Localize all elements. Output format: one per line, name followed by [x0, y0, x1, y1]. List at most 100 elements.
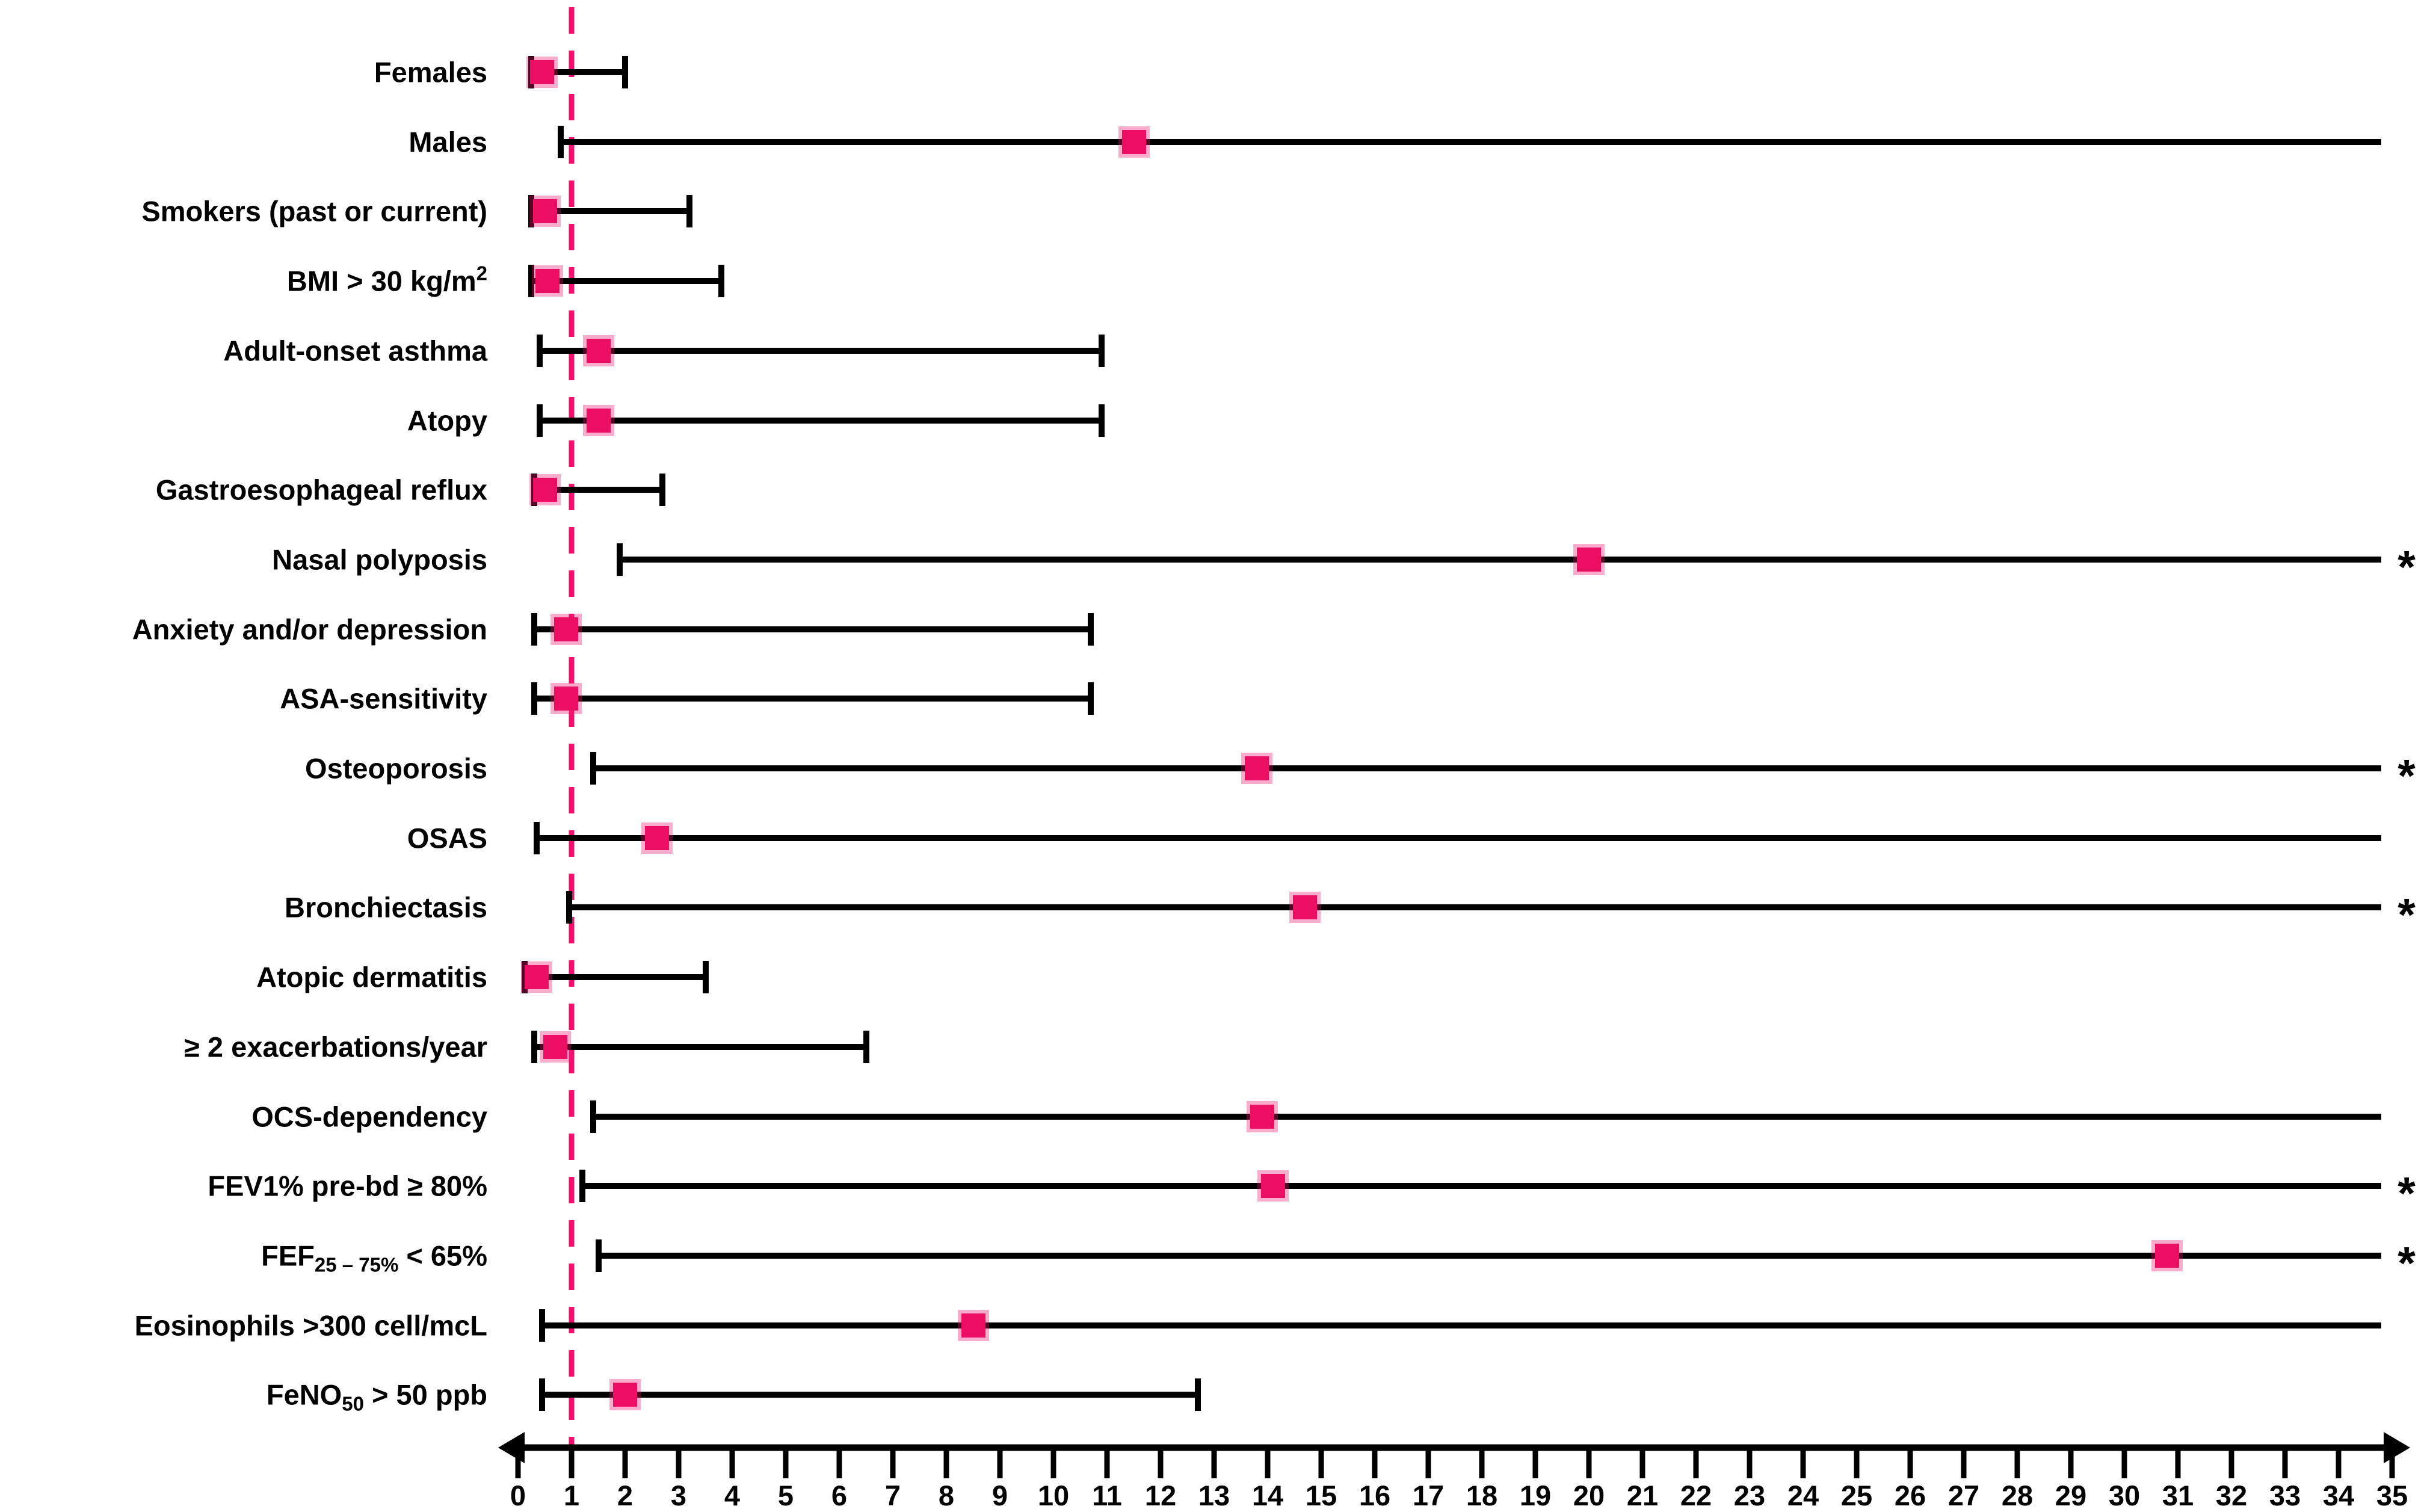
- x-axis-tick: [1747, 1451, 1753, 1478]
- x-axis-tick-label: 1: [563, 1480, 580, 1511]
- x-axis-tick: [2336, 1451, 2342, 1478]
- x-axis-tick-label: 13: [1198, 1480, 1230, 1511]
- x-axis-tick: [515, 1451, 521, 1478]
- x-axis-tick: [1907, 1451, 1913, 1478]
- row-label-segment: > 50 ppb: [363, 1378, 487, 1411]
- x-axis-tick-label: 16: [1358, 1480, 1391, 1511]
- row-label: Anxiety and/or depression: [132, 613, 487, 646]
- x-axis-tick-label: 17: [1412, 1480, 1445, 1511]
- estimate-marker: [530, 60, 555, 84]
- ci-line: [539, 347, 1102, 354]
- row-label: Osteoporosis: [305, 752, 487, 785]
- row-label-segment: Anxiety and/or depression: [132, 613, 487, 646]
- row-label: Atopy: [407, 404, 487, 437]
- estimate-marker: [1250, 1104, 1275, 1129]
- x-axis-tick-label: 21: [1626, 1480, 1659, 1511]
- row-label: Nasal polyposis: [272, 543, 487, 576]
- row-label-segment: Smokers (past or current): [141, 195, 487, 227]
- ci-cap-upper: [863, 1030, 869, 1063]
- row-label: ≥ 2 exacerbations/year: [184, 1030, 487, 1063]
- ci-line: [524, 974, 706, 981]
- row-label: Gastroesophageal reflux: [156, 474, 487, 507]
- ci-cap-lower: [536, 334, 543, 367]
- ci-line: [593, 1113, 2381, 1120]
- estimate-marker: [645, 825, 670, 850]
- row-label-segment: Gastroesophageal reflux: [155, 474, 487, 506]
- ci-line: [531, 69, 625, 75]
- ci-cap-lower: [539, 1309, 546, 1342]
- x-axis-tick-label: 11: [1092, 1480, 1122, 1511]
- row-label-segment: OCS-dependency: [251, 1100, 487, 1132]
- ci-cap-upper: [1088, 682, 1094, 715]
- row-label-segment: FEV1% pre-bd ≥ 80%: [208, 1170, 487, 1202]
- ci-cap-lower: [590, 752, 596, 785]
- ci-cap-lower: [539, 1378, 546, 1412]
- ci-line: [598, 1252, 2381, 1259]
- ci-cap-lower: [531, 613, 537, 646]
- x-axis-tick: [1050, 1451, 1056, 1478]
- x-axis-tick: [943, 1451, 949, 1478]
- row-label: FEV1% pre-bd ≥ 80%: [208, 1170, 487, 1203]
- ci-line: [539, 417, 1102, 424]
- x-axis-tick-label: 25: [1840, 1480, 1873, 1511]
- x-axis-tick: [1800, 1451, 1806, 1478]
- row-label: Adult-onset asthma: [223, 334, 487, 367]
- ci-cap-upper: [718, 265, 725, 298]
- x-axis-tick-label: 19: [1519, 1480, 1552, 1511]
- row-label-segment: Atopy: [407, 404, 487, 436]
- x-axis-tick: [836, 1451, 842, 1478]
- estimate-marker: [554, 687, 579, 711]
- significance-asterisk: *: [2398, 890, 2416, 942]
- x-axis-tick-label: 9: [991, 1480, 1008, 1511]
- x-axis-tick: [2175, 1451, 2181, 1478]
- row-label-segment: Osteoporosis: [305, 752, 487, 785]
- ci-line: [542, 1322, 2381, 1328]
- row-label-segment: Bronchiectasis: [285, 891, 487, 924]
- row-label-segment: Atopic dermatitis: [256, 961, 487, 993]
- estimate-marker: [535, 269, 560, 294]
- ci-cap-lower: [617, 543, 623, 576]
- ci-cap-lower: [531, 1030, 537, 1063]
- x-axis-tick-label: 20: [1573, 1480, 1605, 1511]
- x-axis-tick-label: 30: [2108, 1480, 2141, 1511]
- row-label-segment: < 65%: [398, 1239, 487, 1272]
- ci-cap-upper: [622, 56, 628, 88]
- ci-line: [531, 208, 689, 215]
- x-axis-tick: [1425, 1451, 1431, 1478]
- row-label-segment: 25 – 75%: [314, 1253, 399, 1276]
- ci-cap-upper: [1195, 1378, 1201, 1412]
- ci-line: [534, 1043, 866, 1050]
- ci-line: [534, 487, 663, 493]
- ci-cap-lower: [521, 961, 528, 994]
- ci-cap-lower: [566, 891, 572, 924]
- x-axis-tick-label: 28: [2001, 1480, 2034, 1511]
- estimate-marker: [961, 1313, 985, 1338]
- x-axis-tick: [1586, 1451, 1592, 1478]
- estimate-marker: [554, 617, 579, 641]
- x-axis-tick: [1532, 1451, 1538, 1478]
- ci-cap-lower: [558, 125, 564, 158]
- x-axis-tick-label: 22: [1680, 1480, 1712, 1511]
- ci-line: [561, 138, 2381, 145]
- x-axis-tick-label: 31: [2162, 1480, 2194, 1511]
- row-label: OCS-dependency: [251, 1100, 487, 1133]
- ci-cap-upper: [1099, 404, 1105, 437]
- ci-line: [620, 556, 2381, 563]
- ci-cap-lower: [590, 1100, 596, 1133]
- ci-line: [531, 278, 722, 285]
- ci-line: [537, 835, 2381, 841]
- x-axis-tick: [1639, 1451, 1645, 1478]
- estimate-marker: [1577, 547, 1601, 572]
- x-axis-tick: [1479, 1451, 1485, 1478]
- x-axis-tick-label: 34: [2322, 1480, 2355, 1511]
- row-label: FeNO50 > 50 ppb: [267, 1378, 487, 1414]
- x-axis-tick-label: 5: [777, 1480, 794, 1511]
- significance-asterisk: *: [2398, 1238, 2416, 1289]
- x-axis-tick: [2014, 1451, 2020, 1478]
- row-label: Eosinophils >300 cell/mcL: [135, 1309, 487, 1342]
- ci-cap-lower: [531, 682, 537, 715]
- x-axis-tick-label: 7: [884, 1480, 901, 1511]
- x-axis-tick-label: 33: [2269, 1480, 2301, 1511]
- x-axis-tick-label: 2: [617, 1480, 634, 1511]
